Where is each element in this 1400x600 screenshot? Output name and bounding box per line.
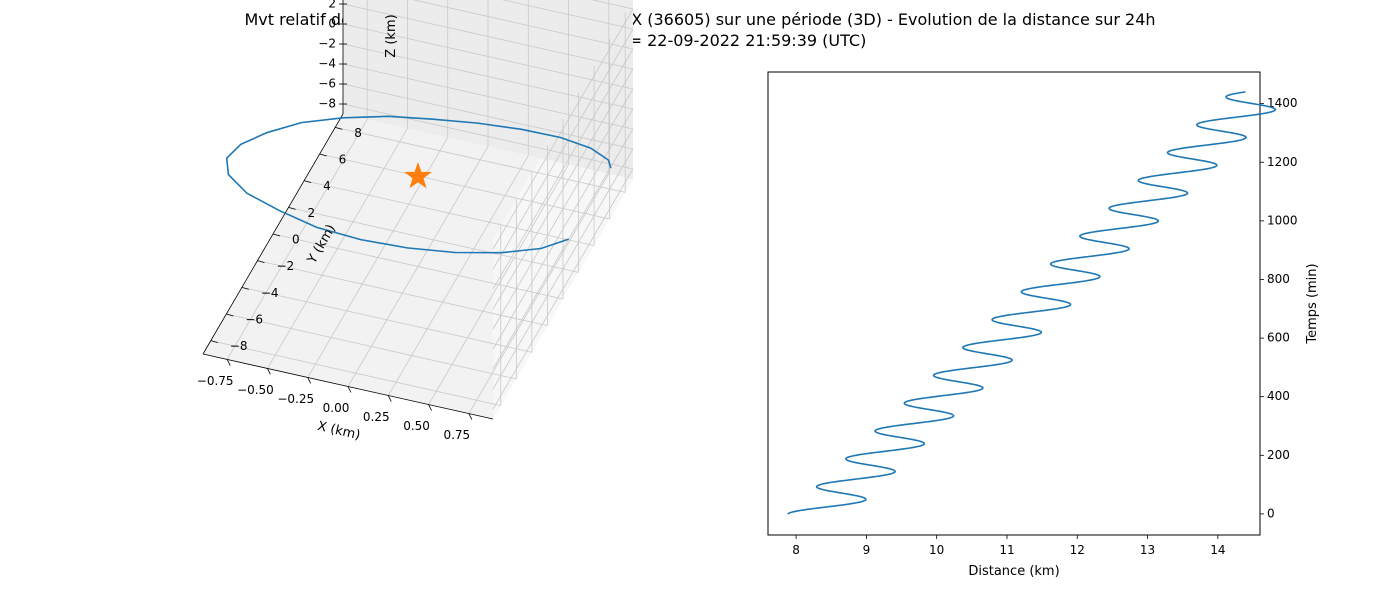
grid-z-back [342,103,634,170]
x-tick-label: 11 [999,543,1014,557]
x-tick-label: 12 [1070,543,1085,557]
x-tick-mark-3d [387,395,392,402]
x-tick-label: 9 [863,543,871,557]
y-tick-label: 200 [1267,448,1290,462]
x-tick-label: 10 [929,543,944,557]
grid-z-left [492,28,634,270]
y-tick-mark-3d [288,206,296,210]
y-tick-label: 0 [1267,506,1275,520]
x-tick-label-3d: −0.75 [197,374,234,388]
grid-y-floor [241,286,532,353]
x-tick-mark-3d [468,413,473,420]
grid-z-left [492,88,634,330]
x-tick-mark-3d [267,368,271,375]
y-tick-mark-3d [335,126,343,130]
3d-grid [210,0,634,414]
y-tick-mark-3d [210,340,218,344]
x-tick-mark-3d [347,386,352,393]
x-tick-label: 13 [1140,543,1155,557]
grid-z-left [492,128,634,370]
y-tick-label-3d: −6 [245,313,263,327]
y-tick-label-3d: −4 [261,286,279,300]
x-tick-label: 8 [792,543,800,557]
y-tick-label-3d: 8 [354,126,362,140]
y-axis-label-time: Temps (min) [1305,263,1320,344]
y-tick-label-3d: 6 [339,153,347,167]
x-tick-label-3d: −0.25 [277,392,314,406]
x-tick-label-3d: 0.25 [363,410,390,424]
y-tick-mark-3d [272,233,281,237]
chart-3d-relative-motion: −0.75−0.50−0.25 0.00 0.25 0.50 0.75 −8 −6 −4 −2 0… [197,0,634,443]
x-tick-label: 14 [1210,543,1225,557]
grid-z-back [342,43,634,110]
relative-trajectory-line [225,115,612,254]
grid-y-floor [335,126,626,193]
y-tick-label-3d: 0 [292,233,300,247]
3d-ticks: −0.75−0.50−0.25 0.00 0.25 0.50 0.75 −8 −6 −4 −2 0… [197,0,473,442]
grid-z-back [501,0,634,30]
grid-y-floor [319,153,610,220]
y-tick-label-3d: −2 [276,259,294,273]
3d-data [225,115,612,254]
grid-y-floor [288,206,579,273]
y-tick-mark-3d [257,260,265,264]
grid-z-left [492,168,634,410]
y-tick-mark-3d [241,286,249,290]
grid-y-floor [210,340,501,407]
x-axis-label-distance: Distance (km) [968,564,1059,579]
origin-star-marker [404,161,432,189]
x-tick-label-3d: 0.00 [323,401,350,415]
y-tick-label: 1000 [1267,213,1298,227]
x-tick-label-3d: 0.75 [443,428,470,442]
x-tick-label-3d: 0.50 [403,419,430,433]
y-tick-label-3d: 2 [308,206,316,220]
grid-y-floor [272,233,564,300]
y-tick-mark-3d [226,313,234,317]
z-tick-label-3d: −4 [318,57,336,71]
grid-z-left [492,108,634,350]
grid-z-left [492,8,634,250]
x-tick-mark-3d [428,404,432,411]
grid-z-back [412,0,634,50]
z-tick-label-3d: 2 [328,0,336,11]
y-tick-label: 400 [1267,389,1290,403]
y-tick-label-3d: −8 [230,339,248,353]
z-tick-label-3d: −2 [318,37,336,51]
grid-z-left [492,148,634,390]
grid-z-back [342,63,634,130]
grid-z-back [342,23,634,90]
y-tick-label: 1200 [1267,155,1298,169]
y-tick-label: 1400 [1267,96,1298,110]
grid-y-floor [226,313,517,380]
grid-y-floor [304,180,595,247]
y-tick-label: 800 [1267,272,1290,286]
z-tick-label-3d: 0 [328,17,336,31]
x-axis-label-3d: X (km) [316,419,362,443]
plot-frame [767,71,1261,536]
x-tick-mark-3d [226,359,231,366]
z-axis-label-3d: Z (km) [384,14,399,57]
y-tick-mark-3d [304,180,312,184]
y-tick-label: 600 [1267,331,1290,345]
z-tick-label-3d: −8 [318,97,336,111]
grid-z-back [342,3,634,70]
grid-y-floor [257,260,548,327]
y-tick-label-3d: 4 [323,179,331,193]
x-tick-label-3d: −0.50 [237,383,274,397]
y-tick-mark-3d [319,153,327,157]
distance-series-line [787,91,1277,515]
x-tick-mark-3d [307,377,312,384]
grid-z-left [492,48,634,290]
grid-z-left [492,68,634,310]
2d-ticks: 8 9 10 11 12 13 14 0 200 400 600 800 1000 1200 1400 [792,96,1297,557]
z-tick-label-3d: −6 [318,77,336,91]
grid-z-back [342,83,634,150]
